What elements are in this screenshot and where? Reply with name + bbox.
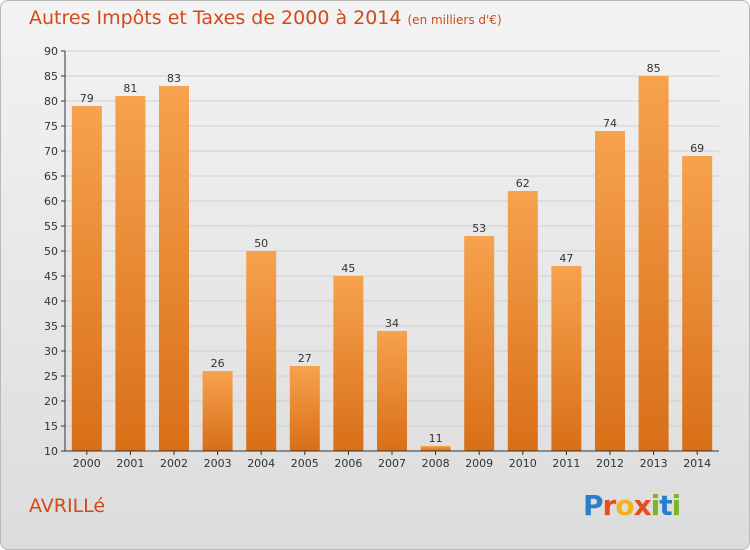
bar-value-label: 27 xyxy=(298,352,312,365)
bar-value-label: 26 xyxy=(211,357,225,370)
bar-value-label: 79 xyxy=(80,92,94,105)
y-tick-label: 60 xyxy=(44,195,58,208)
bar-value-label: 62 xyxy=(516,177,530,190)
bar-value-label: 83 xyxy=(167,72,181,85)
logo-letter: r xyxy=(602,489,617,522)
y-tick-label: 75 xyxy=(44,120,58,133)
bar-value-label: 74 xyxy=(603,117,617,130)
chart-subtitle: (en milliers d'€) xyxy=(407,13,502,27)
bar-value-label: 34 xyxy=(385,317,399,330)
x-tick-label: 2006 xyxy=(334,457,362,470)
bar-2013[interactable] xyxy=(638,76,669,451)
x-tick-label: 2001 xyxy=(116,457,144,470)
bar-value-label: 85 xyxy=(647,62,661,75)
y-tick-label: 40 xyxy=(44,295,58,308)
y-tick-label: 10 xyxy=(44,445,58,458)
x-tick-label: 2003 xyxy=(204,457,232,470)
bar-value-label: 47 xyxy=(559,252,573,265)
bar-2003[interactable] xyxy=(202,371,233,451)
bar-value-label: 53 xyxy=(472,222,486,235)
x-tick-label: 2007 xyxy=(378,457,406,470)
y-tick-label: 25 xyxy=(44,370,58,383)
y-tick-label: 20 xyxy=(44,395,58,408)
x-tick-label: 2000 xyxy=(73,457,101,470)
x-tick-label: 2014 xyxy=(683,457,711,470)
x-tick-label: 2011 xyxy=(552,457,580,470)
bar-2001[interactable] xyxy=(115,96,146,451)
x-tick-label: 2012 xyxy=(596,457,624,470)
commune-name: AVRILLé xyxy=(29,495,106,517)
x-tick-label: 2009 xyxy=(465,457,493,470)
y-tick-label: 85 xyxy=(44,70,58,83)
chart-title: Autres Impôts et Taxes de 2000 à 2014 (en… xyxy=(29,7,502,29)
bar-value-label: 11 xyxy=(429,432,443,445)
bar-2010[interactable] xyxy=(507,191,538,451)
bar-value-label: 50 xyxy=(254,237,268,250)
bar-2005[interactable] xyxy=(289,366,320,451)
y-tick-label: 45 xyxy=(44,270,58,283)
y-tick-label: 15 xyxy=(44,420,58,433)
bar-2014[interactable] xyxy=(682,156,713,451)
x-tick-label: 2010 xyxy=(509,457,537,470)
x-tick-label: 2004 xyxy=(247,457,275,470)
y-tick-label: 90 xyxy=(44,45,58,58)
proxiti-logo[interactable]: Proxiti xyxy=(583,489,682,522)
bar-2004[interactable] xyxy=(246,251,277,451)
bar-2007[interactable] xyxy=(377,331,407,451)
bar-2008[interactable] xyxy=(420,446,451,451)
bar-2000[interactable] xyxy=(71,106,102,451)
y-tick-label: 35 xyxy=(44,320,58,333)
labels: 10 15 20 25 30 35 40 45 50 55 60 65 70 75 80 85 90 79 2000… xyxy=(44,45,711,470)
bar-2012[interactable] xyxy=(595,131,625,451)
bar-2006[interactable] xyxy=(333,276,364,451)
x-tick-label: 2002 xyxy=(160,457,188,470)
x-tick-label: 2008 xyxy=(422,457,450,470)
chart-title-text: Autres Impôts et Taxes de 2000 à 2014 xyxy=(29,7,402,29)
bar-2002[interactable] xyxy=(159,86,189,451)
y-tick-label: 50 xyxy=(44,245,58,258)
x-tick-label: 2005 xyxy=(291,457,319,470)
bar-value-label: 69 xyxy=(690,142,704,155)
y-tick-label: 80 xyxy=(44,95,58,108)
y-tick-label: 65 xyxy=(44,170,58,183)
bar-2011[interactable] xyxy=(551,266,582,451)
bar-value-label: 81 xyxy=(123,82,137,95)
logo-letter: P xyxy=(583,489,604,522)
axes xyxy=(61,50,719,455)
y-tick-label: 70 xyxy=(44,145,58,158)
bar-value-label: 45 xyxy=(341,262,355,275)
logo-letter: i xyxy=(671,489,682,522)
bars xyxy=(71,76,713,451)
x-tick-label: 2013 xyxy=(640,457,668,470)
y-tick-label: 30 xyxy=(44,345,58,358)
logo-letter: i xyxy=(650,489,661,522)
logo-letter: t xyxy=(659,489,672,522)
logo-letter: o xyxy=(615,489,634,522)
bar-2009[interactable] xyxy=(464,236,495,451)
logo-letter: x xyxy=(633,489,652,522)
y-tick-label: 55 xyxy=(44,220,58,233)
